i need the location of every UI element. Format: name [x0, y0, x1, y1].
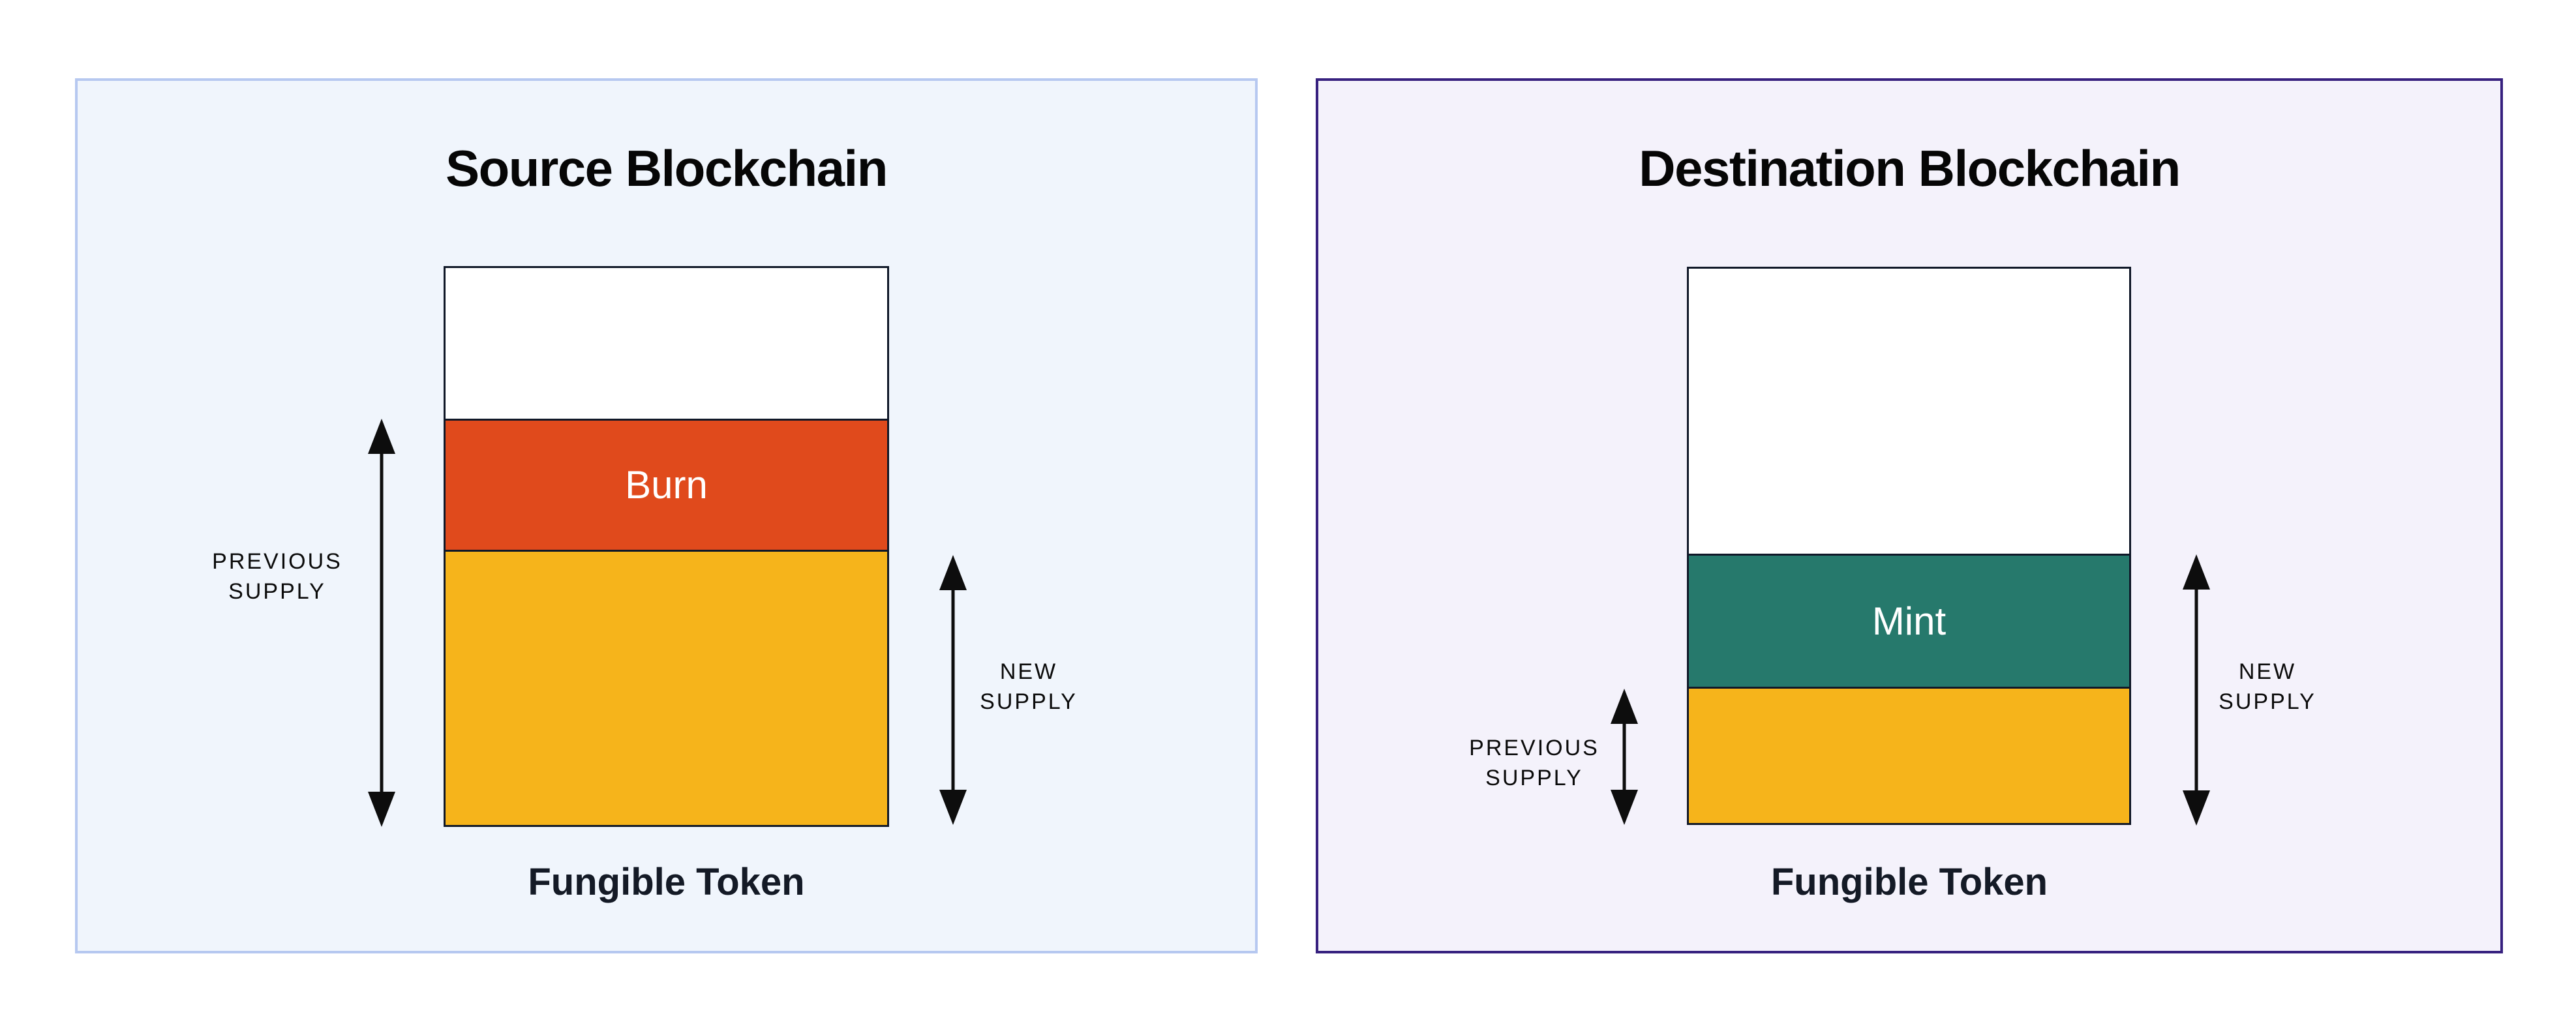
arrow-line: [951, 575, 955, 805]
bar-caption: Fungible Token: [528, 861, 805, 903]
arrow-down-icon: [368, 792, 395, 827]
arrow-down-icon: [939, 790, 967, 825]
destination-blockchain-panel: Destination Blockchain Mint PREVIOUS SUP…: [1316, 78, 2503, 953]
previous-supply-label: PREVIOUS SUPPLY: [1469, 736, 1599, 790]
previous-supply-arrow: [368, 419, 395, 827]
arrow-line: [2194, 574, 2198, 806]
new-supply-arrow: [2183, 554, 2210, 826]
panel-title: Source Blockchain: [446, 140, 888, 197]
bar-caption: Fungible Token: [1770, 861, 2048, 903]
bar-segment-previous-supply: [1689, 689, 2129, 823]
bar-segment-unfilled: [446, 268, 887, 419]
token-supply-bar: Burn: [444, 266, 889, 827]
arrow-down-icon: [2183, 790, 2210, 826]
token-supply-bar: Mint: [1687, 267, 2131, 825]
source-blockchain-panel: Source Blockchain Burn PREVIOUS SUPPLY N…: [75, 78, 1258, 953]
new-supply-arrow: [939, 555, 967, 825]
new-supply-label: NEW SUPPLY: [980, 659, 1078, 714]
previous-supply-label: PREVIOUS SUPPLY: [212, 549, 342, 604]
arrow-down-icon: [1611, 790, 1638, 825]
bar-segment-burn: Burn: [446, 419, 887, 552]
burn-label: Burn: [625, 463, 708, 507]
arrow-line: [380, 438, 384, 807]
previous-supply-arrow: [1611, 689, 1638, 825]
bar-segment-unfilled: [1689, 269, 2129, 554]
bar-segment-remaining-supply: [446, 552, 887, 825]
new-supply-label: NEW SUPPLY: [2219, 659, 2316, 714]
bar-segment-mint: Mint: [1689, 554, 2129, 689]
panel-title: Destination Blockchain: [1639, 140, 2181, 197]
arrow-line: [1622, 708, 1626, 805]
mint-label: Mint: [1871, 599, 1947, 643]
